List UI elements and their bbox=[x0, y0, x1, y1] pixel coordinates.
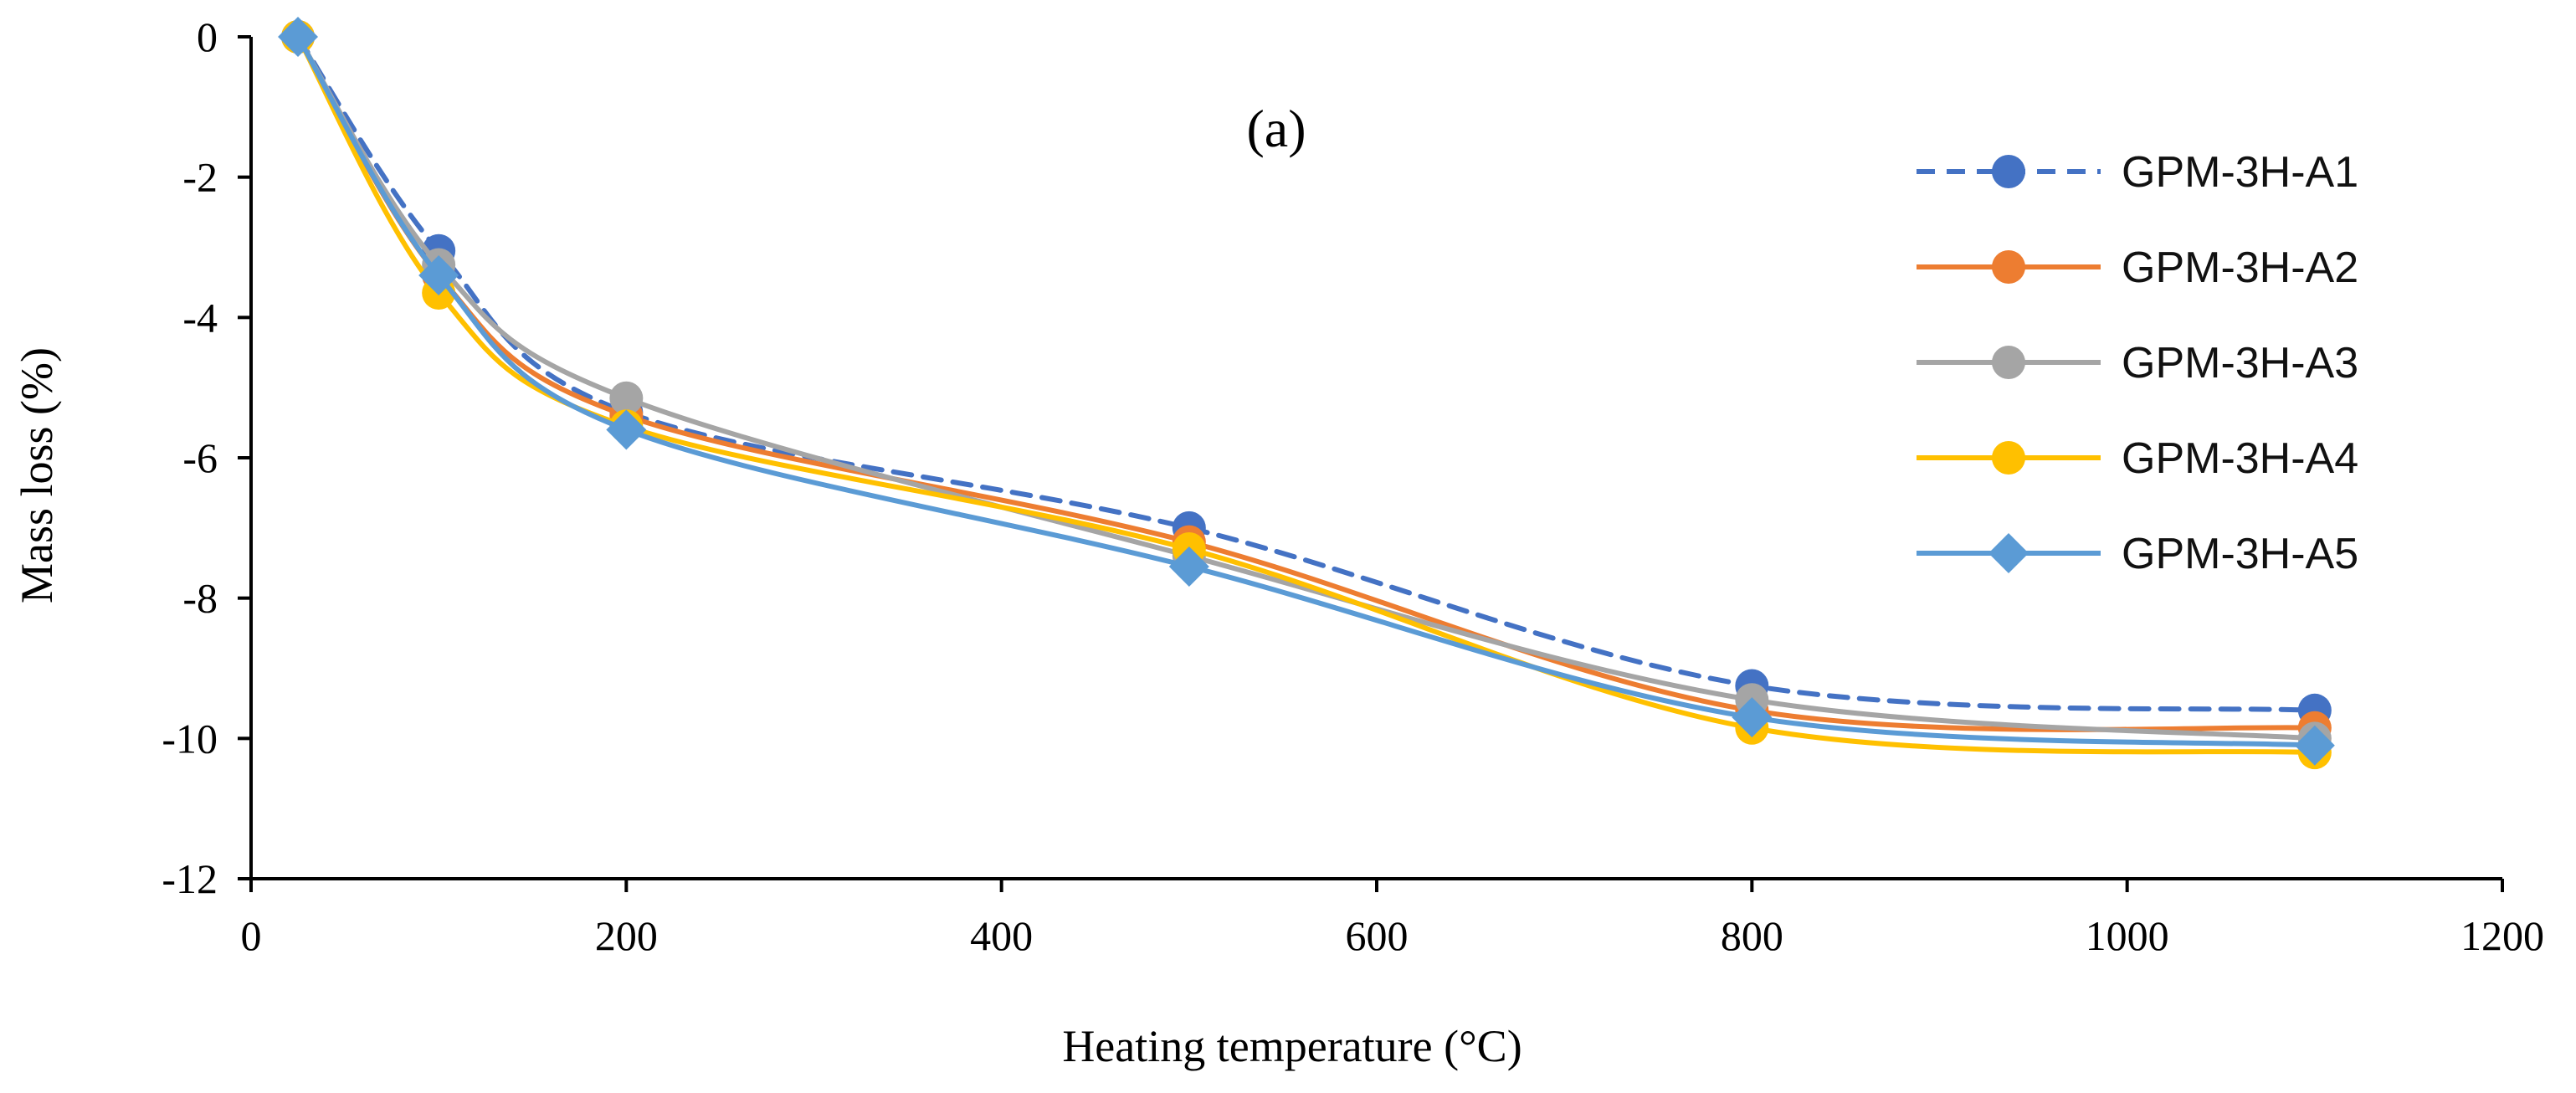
series-gpm-3h-a5 bbox=[278, 17, 2335, 766]
x-tick-label: 200 bbox=[595, 912, 658, 959]
legend: GPM-3H-A1 GPM-3H-A2 GPM-3H-A3 GPM-3H-A4 GPM-… bbox=[1917, 148, 2358, 578]
data-point bbox=[418, 255, 459, 296]
data-point bbox=[278, 17, 319, 57]
y-tick-label: -2 bbox=[182, 154, 218, 201]
series-layer bbox=[278, 17, 2335, 770]
legend-item: GPM-3H-A3 bbox=[1917, 339, 2358, 387]
legend-item: GPM-3H-A2 bbox=[1917, 244, 2358, 292]
y-tick-label: -10 bbox=[162, 715, 218, 762]
series-line bbox=[295, 34, 2317, 732]
y-tick-label: -6 bbox=[182, 434, 218, 481]
series-gpm-3h-a1 bbox=[281, 20, 2332, 727]
data-point bbox=[2294, 725, 2335, 766]
series-line bbox=[295, 34, 2317, 756]
legend-label: GPM-3H-A4 bbox=[2122, 434, 2358, 483]
legend-item: GPM-3H-A4 bbox=[1917, 434, 2358, 483]
legend-label: GPM-3H-A3 bbox=[2122, 339, 2358, 387]
y-tick-label: -12 bbox=[162, 855, 218, 902]
x-tick-label: 800 bbox=[1721, 912, 1783, 959]
legend-swatch-marker bbox=[1992, 346, 2025, 379]
legend-item: GPM-3H-A5 bbox=[1917, 530, 2358, 578]
legend-label: GPM-3H-A2 bbox=[2122, 244, 2358, 292]
x-tick-label: 0 bbox=[241, 912, 262, 959]
data-point bbox=[606, 409, 647, 450]
legend-swatch-marker bbox=[1992, 155, 2025, 188]
y-tick-label: -4 bbox=[182, 294, 218, 341]
legend-swatch-marker bbox=[1988, 533, 2029, 573]
y-axis-ticks: 0 -2 -4 -6 -8 -10 -12 bbox=[162, 13, 251, 902]
data-point bbox=[609, 381, 644, 415]
legend-swatch-marker bbox=[1992, 250, 2025, 284]
y-axis-title: Mass loss (%) bbox=[12, 347, 62, 603]
series-line bbox=[295, 34, 2317, 741]
legend-swatch-marker bbox=[1992, 441, 2025, 475]
y-tick-label: -8 bbox=[182, 575, 218, 622]
x-tick-label: 600 bbox=[1346, 912, 1409, 959]
x-axis-ticks: 0 200 400 600 800 1000 1200 bbox=[241, 879, 2544, 959]
legend-label: GPM-3H-A1 bbox=[2122, 148, 2358, 197]
x-tick-label: 1000 bbox=[2086, 912, 2169, 959]
y-tick-label: 0 bbox=[197, 13, 218, 60]
x-tick-label: 1200 bbox=[2461, 912, 2544, 959]
data-point bbox=[1732, 697, 1773, 738]
legend-label: GPM-3H-A5 bbox=[2122, 530, 2358, 578]
series-line bbox=[295, 34, 2317, 748]
series-gpm-3h-a3 bbox=[281, 20, 2332, 756]
data-point bbox=[1168, 546, 1209, 587]
x-tick-label: 400 bbox=[970, 912, 1033, 959]
legend-item: GPM-3H-A1 bbox=[1917, 148, 2358, 197]
panel-label: (a) bbox=[1246, 99, 1306, 158]
x-axis-title: Heating temperature (°C) bbox=[1062, 1021, 1521, 1071]
